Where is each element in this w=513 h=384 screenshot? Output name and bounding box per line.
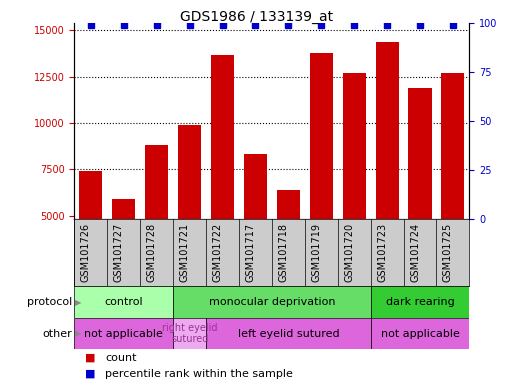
Text: protocol: protocol bbox=[27, 297, 72, 307]
Bar bbox=[310, 53, 333, 308]
Text: GSM101724: GSM101724 bbox=[410, 223, 420, 282]
Bar bbox=[408, 88, 431, 308]
Text: ▶: ▶ bbox=[75, 329, 82, 338]
Bar bbox=[343, 73, 366, 308]
Bar bbox=[74, 286, 173, 318]
Text: GSM101723: GSM101723 bbox=[377, 223, 387, 282]
Text: control: control bbox=[105, 297, 143, 307]
Bar bbox=[80, 171, 103, 308]
Text: GDS1986 / 133139_at: GDS1986 / 133139_at bbox=[180, 10, 333, 23]
Text: monocular deprivation: monocular deprivation bbox=[209, 297, 335, 307]
Bar bbox=[211, 55, 234, 308]
Text: GSM101725: GSM101725 bbox=[443, 223, 453, 282]
Bar bbox=[376, 41, 399, 308]
Text: GSM101728: GSM101728 bbox=[147, 223, 156, 282]
Text: not applicable: not applicable bbox=[381, 329, 460, 339]
Text: ■: ■ bbox=[85, 353, 95, 363]
Text: GSM101718: GSM101718 bbox=[279, 223, 288, 281]
Bar bbox=[370, 286, 469, 318]
Text: GSM101727: GSM101727 bbox=[114, 223, 124, 282]
Text: right eyelid
sutured: right eyelid sutured bbox=[162, 323, 218, 344]
Text: ▶: ▶ bbox=[75, 298, 82, 307]
Text: ■: ■ bbox=[85, 369, 95, 379]
Bar bbox=[145, 145, 168, 308]
Bar bbox=[441, 73, 464, 308]
Text: GSM101720: GSM101720 bbox=[344, 223, 354, 282]
Text: count: count bbox=[105, 353, 136, 363]
Text: not applicable: not applicable bbox=[84, 329, 163, 339]
Bar bbox=[74, 318, 173, 349]
Text: GSM101719: GSM101719 bbox=[311, 223, 321, 281]
Text: dark rearing: dark rearing bbox=[386, 297, 455, 307]
Text: GSM101726: GSM101726 bbox=[81, 223, 91, 282]
Bar bbox=[370, 318, 469, 349]
Bar bbox=[206, 318, 370, 349]
Bar bbox=[244, 154, 267, 308]
Bar bbox=[178, 125, 201, 308]
Bar bbox=[277, 190, 300, 308]
Bar bbox=[173, 318, 206, 349]
Text: other: other bbox=[42, 329, 72, 339]
Text: left eyelid sutured: left eyelid sutured bbox=[238, 329, 339, 339]
Text: GSM101717: GSM101717 bbox=[245, 223, 255, 282]
Bar bbox=[112, 199, 135, 308]
Text: GSM101721: GSM101721 bbox=[180, 223, 190, 282]
Text: GSM101722: GSM101722 bbox=[212, 223, 223, 282]
Bar bbox=[173, 286, 370, 318]
Text: percentile rank within the sample: percentile rank within the sample bbox=[105, 369, 293, 379]
